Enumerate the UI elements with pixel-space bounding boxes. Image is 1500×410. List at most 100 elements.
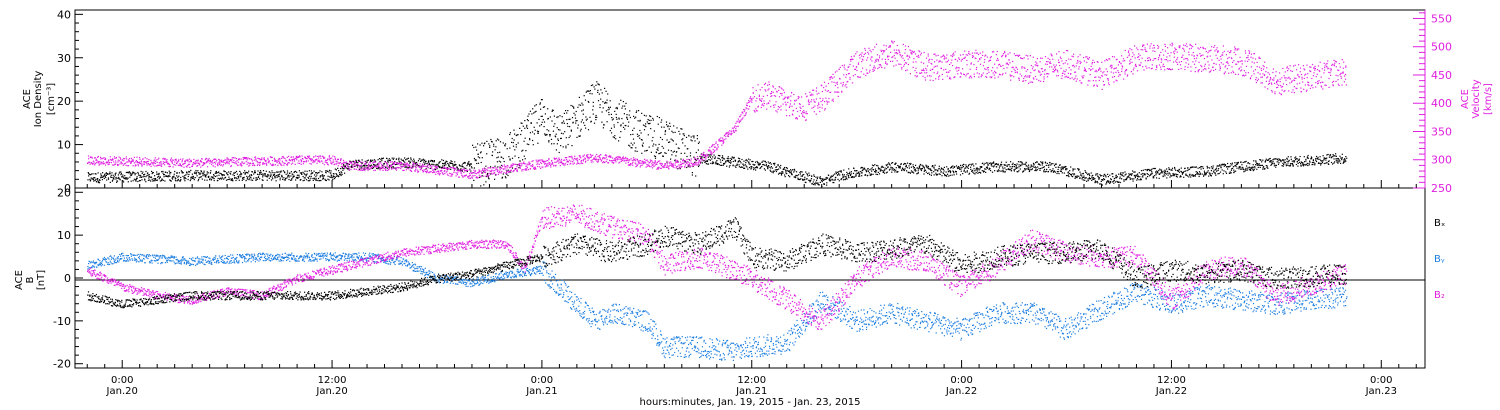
density-point <box>120 174 122 176</box>
density-point <box>569 118 571 120</box>
velocity-point <box>245 158 247 160</box>
density-point <box>119 179 121 181</box>
density-point <box>100 173 102 175</box>
density-point <box>949 174 951 176</box>
velocity-point <box>272 163 274 165</box>
density-point <box>537 130 540 133</box>
density-point <box>1014 168 1016 170</box>
density-point <box>1084 177 1087 179</box>
density-point <box>176 175 178 177</box>
velocity-point <box>318 157 320 159</box>
velocity-point <box>519 166 521 168</box>
density-point <box>1050 170 1053 172</box>
density-point <box>330 174 332 176</box>
velocity-point <box>223 160 225 162</box>
density-point <box>871 167 873 169</box>
density-point <box>542 119 544 121</box>
density-point <box>1298 158 1300 160</box>
density-point <box>1057 171 1059 173</box>
density-point <box>274 172 276 174</box>
density-point <box>915 170 917 172</box>
velocity-point <box>297 162 299 164</box>
density-point <box>698 164 700 166</box>
density-point <box>1033 166 1035 168</box>
density-point <box>840 170 842 172</box>
density-point <box>1320 163 1322 165</box>
density-point <box>464 162 466 164</box>
density-point <box>561 122 563 124</box>
density-point <box>709 154 711 156</box>
density-point <box>827 177 829 179</box>
density-point <box>907 171 909 173</box>
density-point <box>135 179 137 181</box>
density-point <box>947 168 949 170</box>
density-point <box>344 165 346 167</box>
velocity-point <box>475 177 477 179</box>
velocity-point <box>132 165 134 167</box>
density-point <box>1211 168 1213 170</box>
density-point <box>747 158 750 160</box>
density-point <box>444 161 446 164</box>
density-point <box>1250 166 1252 169</box>
density-point <box>157 176 159 178</box>
density-point <box>1300 164 1302 166</box>
density-point <box>903 169 906 171</box>
density-point <box>186 171 188 174</box>
density-point <box>924 169 926 171</box>
density-point <box>1017 167 1019 169</box>
velocity-point <box>152 162 154 165</box>
velocity-point <box>213 161 216 163</box>
density-point <box>1262 159 1264 161</box>
density-point <box>392 162 394 164</box>
velocity-point <box>518 163 520 165</box>
velocity-point <box>169 165 171 168</box>
density-point <box>238 177 240 179</box>
density-point <box>105 172 107 174</box>
density-point <box>709 155 711 157</box>
density-point <box>1063 172 1065 174</box>
density-point <box>1072 168 1074 170</box>
density-point <box>1018 170 1020 172</box>
velocity-point <box>199 160 201 163</box>
density-point <box>150 180 152 182</box>
velocity-point <box>102 158 104 160</box>
density-point <box>754 161 757 163</box>
density-point <box>743 167 745 169</box>
velocity-point <box>445 167 447 169</box>
density-point <box>1110 179 1112 181</box>
velocity-point <box>181 161 183 163</box>
density-point <box>1011 166 1013 168</box>
density-point <box>1105 183 1107 185</box>
velocity-point <box>639 162 641 164</box>
density-point <box>932 165 934 167</box>
velocity-point <box>482 170 484 172</box>
density-point <box>467 163 469 165</box>
velocity-point <box>443 170 445 173</box>
velocity-point <box>207 159 209 161</box>
density-point <box>274 176 276 178</box>
density-point <box>383 163 385 165</box>
velocity-point <box>658 166 660 168</box>
density-point <box>375 164 377 166</box>
density-point <box>892 168 894 170</box>
density-point <box>568 136 570 139</box>
density-point <box>667 126 669 128</box>
velocity-point <box>660 167 662 169</box>
density-point <box>1328 156 1330 158</box>
density-point <box>492 151 494 153</box>
density-point <box>679 168 681 170</box>
velocity-point <box>246 159 248 161</box>
velocity-point <box>574 155 576 157</box>
density-point <box>88 173 91 175</box>
density-point <box>641 139 643 141</box>
density-point <box>430 159 432 161</box>
velocity-point <box>319 160 321 163</box>
density-point <box>1280 161 1282 163</box>
velocity-point <box>636 158 638 160</box>
density-point <box>756 160 758 163</box>
density-point <box>1066 168 1068 170</box>
density-point <box>339 173 342 175</box>
density-point <box>1002 166 1004 168</box>
density-point <box>852 176 854 178</box>
velocity-point <box>522 162 524 164</box>
